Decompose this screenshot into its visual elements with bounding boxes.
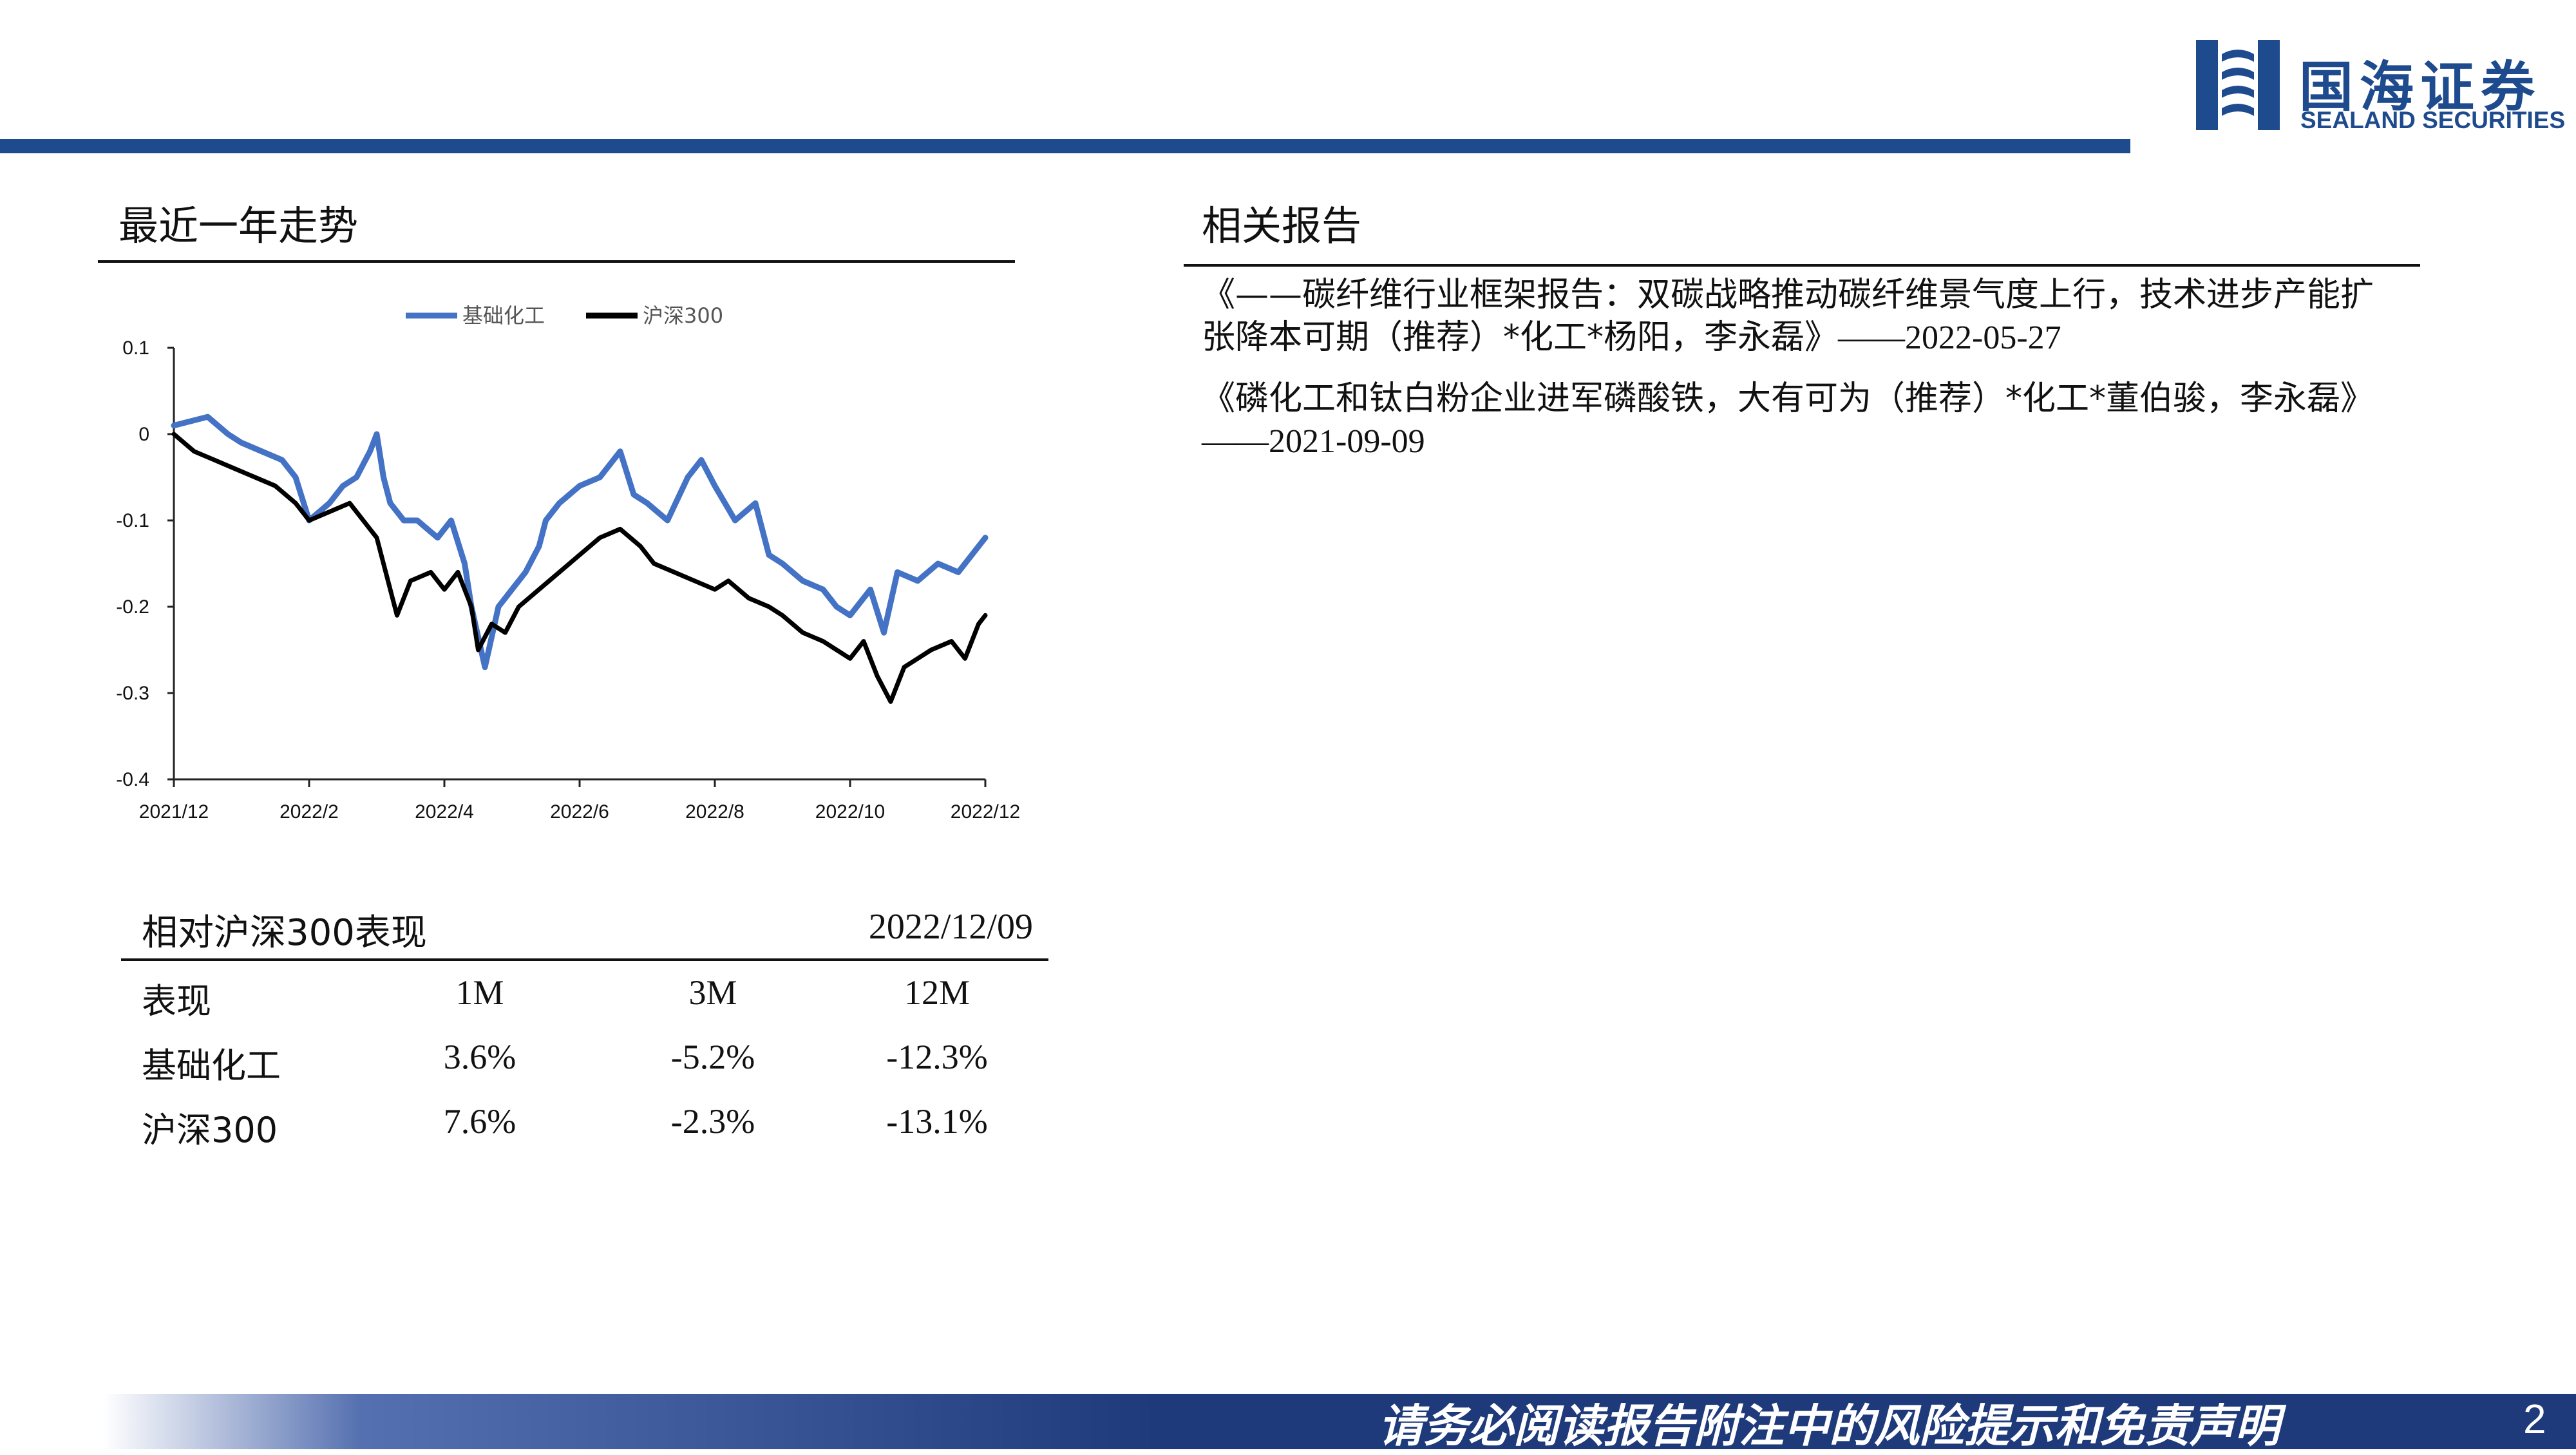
legend-label: 基础化工: [462, 303, 545, 328]
x-axis: 2021/12 2022/2 2022/4 2022/6 2022/8 2022/10 20…: [139, 778, 1020, 823]
sealand-logo-icon: [2196, 40, 2280, 130]
trend-chart: 基础化工 沪深300 0.1 0 -0.1 -0.2 -0.3 -0.4 2021/12 20…: [103, 290, 1043, 837]
table-cell: -2.3%: [670, 1102, 755, 1141]
series-line-chemical: [171, 414, 989, 670]
table-cell: 3.6%: [443, 1038, 516, 1076]
column-header: 3M: [688, 973, 737, 1012]
report-title: 《——碳纤维行业框架报告：双碳战略推动碳纤维景气度上行，技术进步产能扩张降本可期…: [1202, 276, 2374, 357]
x-tick-label: 2022/12: [951, 801, 1020, 823]
chart-legend: 基础化工 沪深300: [406, 303, 723, 328]
x-tick-label: 2022/10: [815, 801, 885, 823]
logo-chinese-name: 国海证券: [2299, 55, 2542, 119]
column-header: 12M: [904, 973, 970, 1012]
report-date: ——2021-09-09: [1202, 423, 1425, 460]
company-logo: 国海证券 SEALAND SECURITIES: [2196, 40, 2565, 137]
header-rule: [0, 139, 2130, 153]
footer-bar: [0, 1394, 2576, 1449]
table-row: 沪深300 7.6% -2.3% -13.1%: [0, 1101, 1095, 1166]
report-link[interactable]: 《磷化工和钛白粉企业进军磷酸铁，大有可为（推荐）*化工*董伯骏，李永磊》 ——20…: [1202, 377, 2400, 463]
performance-title: 相对沪深300表现: [142, 912, 427, 954]
column-header: 表现: [142, 981, 211, 1022]
row-label: 沪深300: [142, 1110, 278, 1150]
performance-date: 2022/12/09: [868, 907, 1033, 947]
x-tick-label: 2021/12: [139, 801, 209, 823]
page-number: 2: [2523, 1396, 2546, 1442]
table-cell: -13.1%: [886, 1102, 988, 1141]
table-row: 基础化工 3.6% -5.2% -12.3%: [0, 1037, 1095, 1101]
y-tick-label: 0.1: [122, 338, 149, 359]
y-tick-label: -0.3: [116, 683, 149, 704]
row-label: 基础化工: [142, 1045, 281, 1086]
x-tick-label: 2022/2: [279, 801, 339, 823]
x-tick-label: 2022/8: [685, 801, 744, 823]
table-cell: -5.2%: [670, 1038, 755, 1076]
logo-english-name: SEALAND SECURITIES: [2300, 107, 2566, 133]
x-tick-label: 2022/6: [550, 801, 609, 823]
y-axis: 0.1 0 -0.1 -0.2 -0.3 -0.4: [116, 338, 175, 790]
y-tick-label: 0: [138, 424, 149, 445]
legend-label: 沪深300: [643, 303, 723, 328]
y-tick-label: -0.2: [116, 596, 149, 618]
chart-series: [171, 414, 989, 704]
trend-chart-svg: 基础化工 沪深300 0.10-0.1-0.2-0.3-0.4 2021/12 20…: [116, 303, 1020, 823]
chart-section-title: 最近一年走势: [118, 202, 359, 249]
report-link[interactable]: 《——碳纤维行业框架报告：双碳战略推动碳纤维景气度上行，技术进步产能扩张降本可期…: [1202, 274, 2400, 359]
series-line-csi300: [171, 432, 988, 704]
related-reports-list: 《——碳纤维行业框架报告：双碳战略推动碳纤维景气度上行，技术进步产能扩张降本可期…: [1202, 274, 2400, 481]
table-cell: -12.3%: [886, 1038, 988, 1076]
reports-section-rule: [1184, 264, 2420, 267]
column-header: 1M: [455, 973, 504, 1012]
y-tick-label: -0.1: [116, 510, 149, 531]
table-cell: 7.6%: [443, 1102, 516, 1141]
reports-section-title: 相关报告: [1202, 202, 1362, 249]
x-tick-label: 2022/4: [415, 801, 474, 823]
y-tick-label: -0.4: [116, 769, 149, 790]
performance-header-row: 表现 1M 3M 12M: [0, 973, 1095, 1037]
chart-section-rule: [98, 260, 1015, 263]
report-date: ——2022-05-27: [1838, 319, 2061, 356]
report-title: 《磷化工和钛白粉企业进军磷酸铁，大有可为（推荐）*化工*董伯骏，李永磊》: [1202, 379, 2374, 418]
performance-rule: [121, 958, 1048, 961]
footer-disclaimer: 请务必阅读报告附注中的风险提示和免责声明: [1378, 1400, 2280, 1452]
